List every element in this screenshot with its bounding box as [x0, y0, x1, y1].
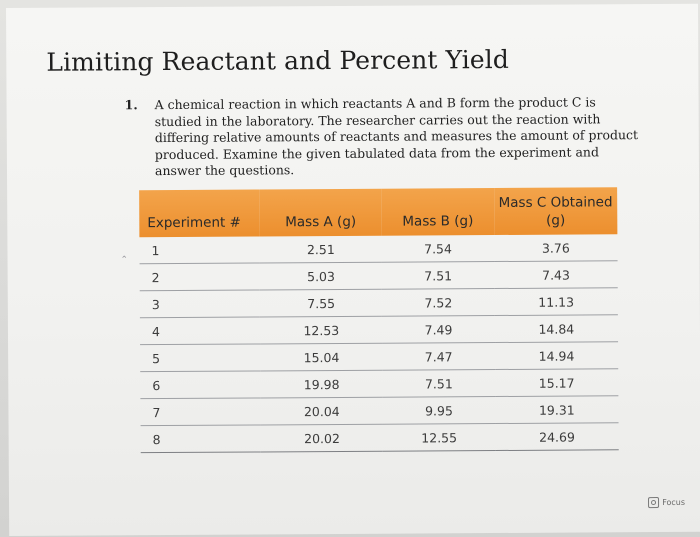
cell-mass-a: 7.55 [260, 289, 383, 317]
cell-mass-c: 11.13 [494, 287, 618, 316]
header-row: Experiment # Mass A (g) Mass B (g) Mass … [139, 187, 618, 238]
cell-mass-a: 20.02 [260, 424, 384, 452]
cell-mass-b: 7.52 [382, 288, 495, 317]
question-number: 1. [124, 97, 138, 113]
cell-mass-c: 24.69 [495, 422, 619, 451]
cell-mass-c: 3.76 [494, 234, 618, 262]
cell-mass-b: 7.54 [381, 235, 495, 263]
focus-button[interactable]: Focus [648, 497, 686, 509]
cell-experiment: 4 [139, 316, 261, 345]
cell-mass-c: 15.17 [494, 368, 619, 397]
cell-mass-b: 9.95 [382, 396, 496, 425]
table-row: 3 7.55 7.52 11.13 [139, 287, 618, 318]
cell-experiment: 3 [139, 289, 261, 318]
cell-mass-a: 20.04 [260, 397, 383, 425]
cell-experiment: 1 [139, 236, 260, 264]
document-screen: Limiting Reactant and Percent Yield 1. A… [6, 3, 700, 536]
cell-experiment: 2 [139, 262, 261, 291]
table-row: 6 19.98 7.51 15.17 [140, 368, 619, 399]
cell-mass-b: 7.51 [381, 261, 495, 290]
cell-mass-c: 19.31 [495, 395, 619, 424]
table-header: Experiment # Mass A (g) Mass B (g) Mass … [139, 187, 618, 238]
cell-experiment: 8 [140, 424, 262, 453]
table-body: 1 2.51 7.54 3.76 2 5.03 7.51 7.43 3 7.55… [139, 234, 619, 453]
focus-icon [648, 497, 660, 509]
row-marker-icon: ⌃ [120, 255, 129, 266]
cell-experiment: 6 [140, 370, 261, 399]
cell-experiment: 5 [140, 343, 261, 372]
question-block: 1. A chemical reaction in which reactant… [125, 94, 645, 180]
cell-mass-c: 14.94 [494, 341, 619, 370]
table-row: 2 5.03 7.51 7.43 [139, 260, 618, 291]
focus-label: Focus [662, 497, 686, 508]
table-row: 1 2.51 7.54 3.76 [139, 234, 618, 264]
cell-mass-c: 7.43 [494, 260, 618, 289]
header-mass-b: Mass B (g) [402, 213, 474, 230]
cell-mass-b: 7.49 [382, 315, 495, 344]
cell-mass-a: 19.98 [260, 370, 383, 398]
header-mass-a: Mass A (g) [285, 213, 357, 231]
header-mass-c: Mass C Obtained (g) [498, 194, 613, 229]
cell-mass-a: 15.04 [260, 343, 383, 371]
cell-mass-a: 12.53 [260, 316, 383, 344]
cell-mass-c: 14.84 [494, 314, 619, 343]
cell-mass-a: 2.51 [259, 235, 382, 263]
cell-experiment: 7 [140, 397, 261, 426]
table-row: 5 15.04 7.47 14.94 [140, 341, 619, 372]
cell-mass-b: 7.51 [382, 369, 496, 398]
cell-mass-b: 7.47 [382, 342, 495, 371]
cell-mass-a: 5.03 [259, 262, 383, 290]
data-table: Experiment # Mass A (g) Mass B (g) Mass … [139, 187, 619, 453]
table-row: 7 20.04 9.95 19.31 [140, 395, 619, 426]
table-row: 8 20.02 12.55 24.69 [140, 422, 619, 453]
question-text: A chemical reaction in which reactants A… [154, 94, 639, 179]
cell-mass-b: 12.55 [382, 423, 496, 452]
page-title: Limiting Reactant and Percent Yield [46, 44, 510, 77]
header-experiment: Experiment # [147, 214, 241, 232]
table-row: 4 12.53 7.49 14.84 [139, 314, 619, 345]
